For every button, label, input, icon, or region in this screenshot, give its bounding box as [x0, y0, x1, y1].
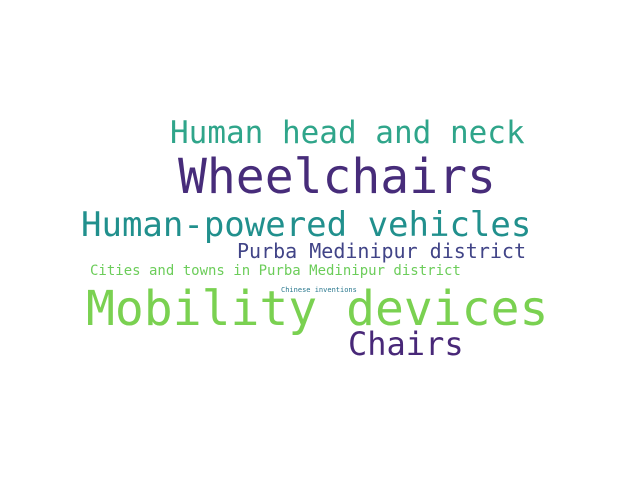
word-human-head-and-neck: Human head and neck [170, 115, 525, 151]
word-wheelchairs: Wheelchairs [178, 149, 496, 205]
word-purba-medinipur-district: Purba Medinipur district [237, 239, 526, 263]
word-chinese-inventions: Chinese inventions [281, 286, 357, 294]
word-mobility-devices: Mobility devices [86, 281, 549, 337]
word-chairs: Chairs [348, 325, 464, 363]
word-cities-and-towns: Cities and towns in Purba Medinipur dist… [90, 263, 461, 279]
word-human-powered-vehicles: Human-powered vehicles [81, 205, 532, 245]
